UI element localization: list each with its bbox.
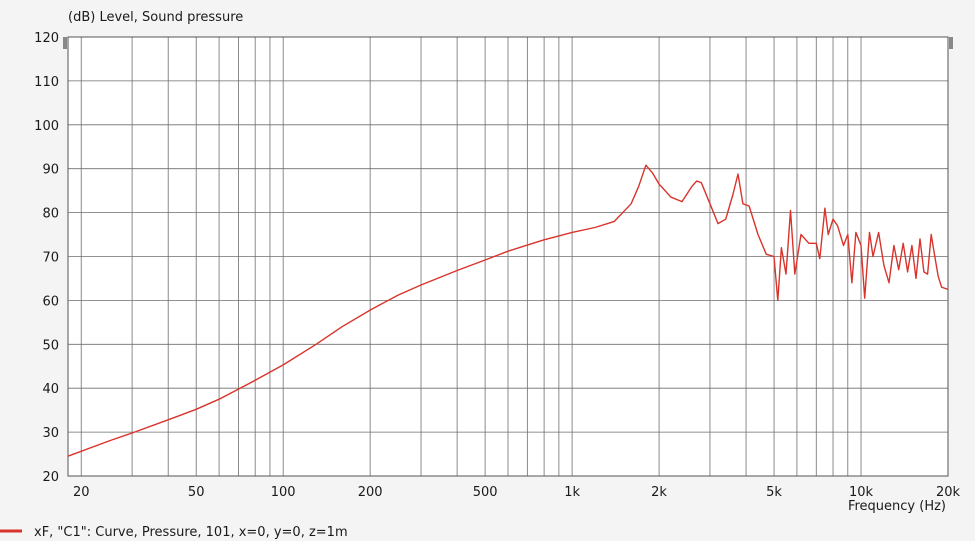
x-tick-label: 2k [651,485,667,500]
legend: xF, "C1": Curve, Pressure, 101, x=0, y=0… [0,525,348,540]
y-tick-label: 70 [42,251,59,266]
x-tick-label: 500 [473,485,498,500]
y-axis-handle-left[interactable] [63,37,67,49]
y-tick-label: 120 [34,31,59,46]
y-axis-title: (dB) Level, Sound pressure [68,10,243,25]
y-tick-label: 90 [42,163,59,178]
y-tick-label: 80 [42,207,59,222]
x-tick-label: 50 [188,485,205,500]
y-tick-label: 50 [42,338,59,353]
y-tick-label: 20 [42,470,59,485]
y-tick-label: 100 [34,119,59,134]
x-tick-label: 100 [271,485,296,500]
x-tick-label: 20k [936,485,961,500]
x-axis-title: Frequency (Hz) [848,499,946,514]
y-tick-label: 110 [34,75,59,90]
plot-frame [67,36,949,477]
x-tick-label: 20 [73,485,90,500]
y-tick-label: 40 [42,382,59,397]
series-line-0 [67,164,949,457]
x-tick-label: 200 [358,485,383,500]
legend-label: xF, "C1": Curve, Pressure, 101, x=0, y=0… [34,525,348,540]
y-tick-label: 60 [42,294,59,309]
x-tick-label: 10k [849,485,874,500]
y-tick-label: 30 [42,426,59,441]
y-axis-handle-right[interactable] [949,37,953,49]
x-tick-label: 5k [766,485,782,500]
x-tick-label: 1k [564,485,580,500]
